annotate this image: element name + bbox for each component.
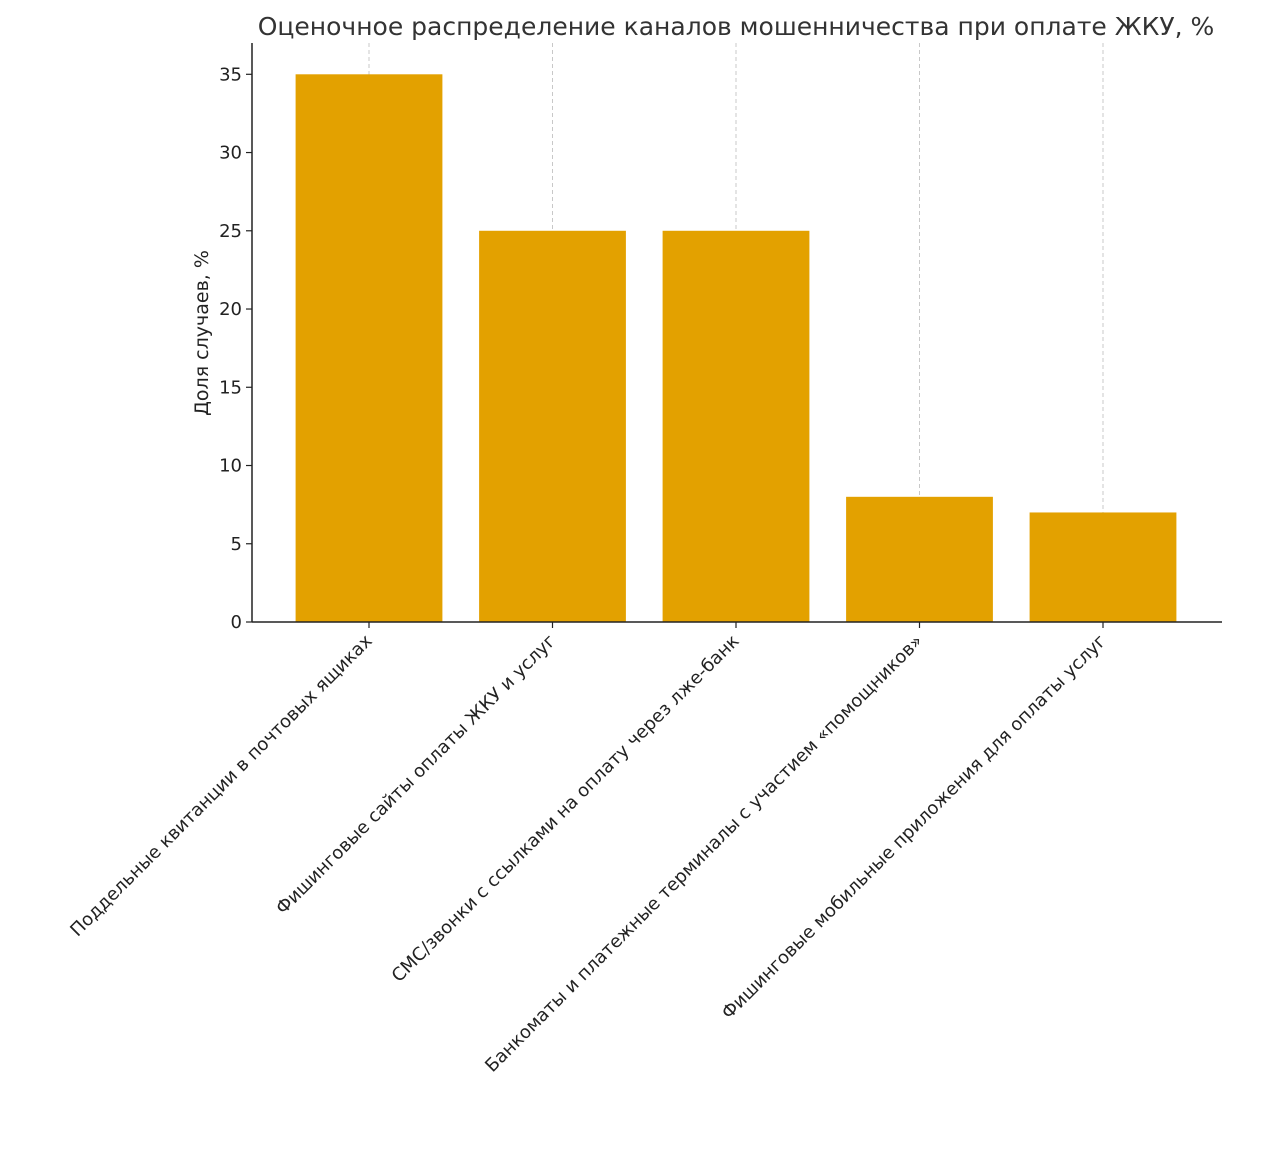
bar-2 [479, 230, 626, 622]
y-tick-label-20: 20 [219, 299, 242, 320]
y-tick-label-35: 35 [219, 64, 242, 85]
x-axis-category-labels: Поддельные квитанции в почтовых ящикахФи… [66, 630, 1110, 1076]
chart-title: Оценочное распределение каналов мошеннич… [258, 12, 1215, 41]
x-tick-label-4: Банкоматы и платежные терминалы с участи… [481, 631, 927, 1077]
y-axis-ticks: 0 5 10 15 20 25 30 35 [219, 64, 252, 633]
y-tick-label-5: 5 [231, 534, 242, 555]
y-tick-label-30: 30 [219, 143, 242, 164]
x-tick-label-2: Фишинговые сайты оплаты ЖКУ и услуг [272, 631, 560, 919]
y-tick-label-10: 10 [219, 456, 242, 477]
bar-1 [295, 74, 443, 623]
bar-4 [846, 496, 993, 622]
x-tick-label-1: Поддельные квитанции в почтовых ящиках [66, 630, 376, 940]
bar-5 [1029, 512, 1177, 622]
y-tick-label-25: 25 [219, 221, 242, 242]
y-axis-label: Доля случаев, % [191, 250, 213, 416]
x-tick-label-5: Фишинговые мобильные приложения для опла… [718, 631, 1111, 1024]
bar-3 [662, 230, 810, 622]
y-tick-label-0: 0 [231, 612, 242, 633]
bars [295, 74, 1177, 623]
axes [251, 43, 1222, 628]
y-tick-label-15: 15 [219, 377, 242, 398]
x-tick-label-3: СМС/звонки с ссылками на оплату через лж… [388, 631, 744, 987]
